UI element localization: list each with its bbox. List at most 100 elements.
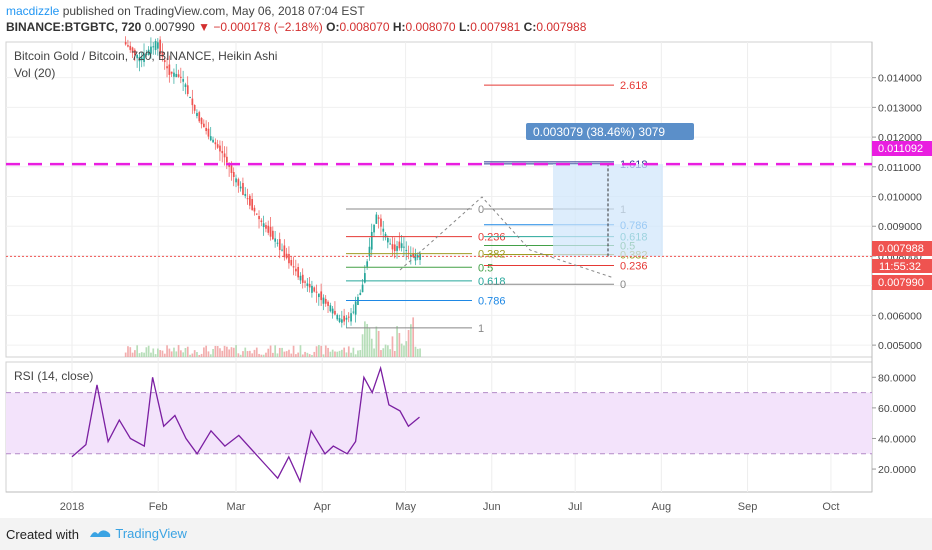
candle-body: [336, 314, 339, 320]
volume-bar: [352, 347, 355, 357]
volume-bar: [143, 352, 145, 357]
volume-bar: [327, 347, 329, 357]
candle-body: [322, 297, 325, 304]
time-tick-label: Aug: [652, 501, 672, 513]
candle-body: [304, 281, 306, 283]
volume-bar: [180, 350, 182, 357]
time-tick-label: Apr: [314, 501, 331, 513]
open-label: O:: [326, 20, 340, 34]
volume-bar: [127, 346, 129, 357]
candle-body: [196, 112, 198, 116]
price-tick-label: 0.006000: [878, 310, 922, 322]
candle-body: [276, 242, 279, 244]
candle-body: [203, 123, 205, 128]
candle-body: [308, 283, 311, 288]
price-tick-label: 0.011000: [878, 162, 921, 174]
candle-body: [315, 291, 318, 293]
high-label: H:: [392, 20, 406, 34]
candle-body: [272, 230, 274, 240]
candle-body: [416, 255, 419, 258]
candle-body: [313, 287, 316, 292]
volume-bar: [412, 317, 415, 357]
candle-body: [389, 243, 392, 245]
volume-bar: [226, 346, 228, 357]
candle-body: [278, 239, 281, 251]
candle-body: [150, 46, 152, 54]
price-tick-label: 0.005000: [878, 340, 922, 352]
candle-body: [375, 214, 378, 224]
candle-body: [398, 241, 401, 249]
volume-bar: [237, 353, 240, 357]
candle-body: [219, 145, 221, 152]
candle-body: [253, 207, 256, 212]
candle-body: [198, 112, 201, 122]
volume-bar: [331, 349, 334, 357]
volume-bar: [186, 346, 189, 357]
candle-body: [235, 178, 237, 183]
volume-bar: [276, 353, 279, 357]
candle-body: [373, 224, 375, 233]
candle-body: [249, 195, 251, 206]
volume-bar: [357, 350, 359, 357]
candle-body: [232, 172, 235, 178]
candle-body: [161, 51, 164, 57]
volume-bar: [145, 347, 148, 357]
down-arrow-icon: ▼: [198, 20, 210, 34]
time-tick-label: Feb: [149, 501, 168, 513]
candle-body: [262, 223, 265, 228]
candle-body: [193, 104, 196, 111]
volume-bar: [272, 352, 274, 357]
candle-body: [237, 179, 240, 186]
chart-area[interactable]: 00.2360.3820.50.6180.78612.6181.61810.78…: [0, 0, 932, 518]
volume-bar: [396, 326, 398, 357]
volume-bar: [230, 347, 233, 357]
volume-bar: [216, 346, 219, 357]
volume-bar: [315, 346, 318, 357]
candle-body: [350, 313, 352, 322]
candle-body: [354, 301, 357, 315]
volume-bar: [150, 352, 152, 357]
volume-bar: [196, 352, 198, 357]
volume-bar: [235, 345, 237, 357]
author-name[interactable]: macdizzle: [6, 4, 60, 18]
candle-body: [396, 246, 398, 251]
candle-body: [214, 142, 217, 145]
volume-bar: [283, 351, 286, 357]
volume-bar: [347, 346, 350, 357]
volume-bar: [354, 354, 357, 357]
volume-bar: [359, 350, 362, 357]
volume-bar: [177, 345, 180, 357]
fib-retracement-label: 0.618: [478, 276, 506, 288]
candle-body: [177, 74, 180, 77]
volume-bar: [322, 354, 325, 357]
tradingview-link[interactable]: TradingView: [88, 526, 187, 541]
candle-body: [127, 45, 129, 47]
volume-bar: [255, 347, 258, 357]
volume-bar: [304, 351, 306, 357]
candle-body: [212, 139, 214, 143]
rsi-tick-label: 20.0000: [878, 464, 916, 476]
candle-body: [191, 98, 194, 106]
candle-body: [239, 186, 242, 189]
volume-bar: [375, 326, 378, 357]
candle-body: [221, 150, 224, 154]
close-badge: [872, 241, 932, 256]
candle-body: [136, 54, 139, 59]
volume-bar: [184, 348, 187, 357]
candle-body: [341, 319, 343, 323]
volume-bar: [269, 345, 272, 357]
candle-body: [327, 301, 329, 306]
volume-bar: [173, 347, 175, 357]
price-pane[interactable]: [5, 41, 873, 358]
volume-bar: [129, 347, 132, 357]
volume-bar: [278, 347, 281, 357]
volume-bar: [203, 347, 205, 357]
low-label: L:: [458, 20, 471, 34]
volume-bar: [175, 351, 178, 357]
candle-body: [209, 136, 212, 141]
candle-body: [366, 261, 369, 267]
candle-body: [168, 64, 171, 75]
candle-body: [281, 249, 283, 251]
volume-bar: [244, 347, 247, 357]
volume-bar: [400, 343, 403, 357]
